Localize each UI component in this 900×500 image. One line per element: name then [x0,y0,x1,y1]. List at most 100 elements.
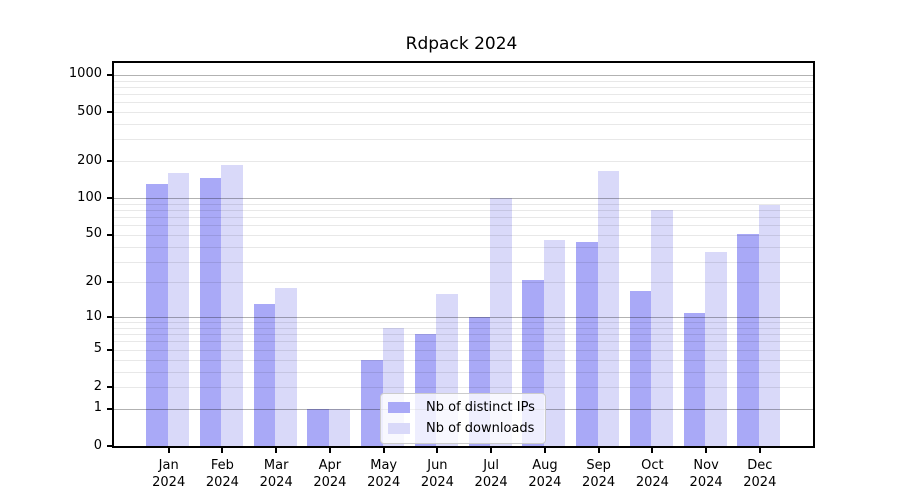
bar-downloads-nov [705,252,727,446]
bar-distinct-ips-feb [199,177,222,446]
legend: Nb of distinct IPs Nb of downloads [380,393,546,444]
x-tick-year: 2024 [743,475,777,490]
x-tick-year: 2024 [367,475,401,490]
x-tick-month: Jul [483,458,499,473]
bar-downloads-apr [328,408,351,446]
y-tick-label: 50 [85,226,102,242]
y-tick-mark [107,281,112,284]
x-tick-month: Jan [158,458,179,473]
x-tick-month: Jun [427,458,448,473]
y-tick-label: 200 [77,152,102,168]
legend-swatch-downloads [388,423,410,434]
x-tick-year: 2024 [420,475,454,490]
x-tick-mark [328,448,331,453]
plot-area: Nb of distinct IPs Nb of downloads 0 1 2 5 1… [69,61,815,490]
x-tick-mark [543,448,546,453]
bar-distinct-ips-apr [307,408,329,446]
x-tick-mark [167,448,170,453]
x-tick-label: Mar 2024 [246,457,306,491]
x-tick-mark [597,448,600,453]
y-tick-label: 500 [77,103,102,119]
bar-downloads-dec [758,205,781,446]
x-tick-label: Feb 2024 [192,457,252,491]
x-tick-month: Feb [210,458,234,473]
legend-label-distinct-ips: Nb of distinct IPs [426,400,535,415]
x-tick-year: 2024 [152,475,186,490]
x-tick-year: 2024 [313,475,347,490]
x-tick-month: Oct [641,458,664,473]
x-tick-mark [221,448,224,453]
bar-distinct-ips-may [361,359,383,446]
y-tick-mark [107,316,112,319]
bar-distinct-ips-dec [737,233,759,446]
bar-downloads-mar [275,287,297,446]
x-tick-month: May [370,458,398,473]
x-tick-month: Mar [263,458,289,473]
x-tick-label: Jul 2024 [461,457,521,491]
y-tick-mark [107,445,112,447]
bar-downloads-jul [490,198,512,446]
x-tick-year: 2024 [635,475,669,490]
y-tick-label: 2 [93,378,102,394]
x-tick-month: Apr [318,458,342,473]
x-tick-label: Aug 2024 [515,457,575,491]
x-tick-mark [275,448,278,453]
y-tick-label: 5 [93,341,102,357]
x-tick-month: Sep [586,458,611,473]
x-tick-label: Oct 2024 [622,457,682,491]
bar-downloads-aug [543,240,566,446]
bar-distinct-ips-nov [683,312,706,446]
y-tick-mark [107,111,112,113]
x-tick-label: May 2024 [354,457,414,491]
bar-distinct-ips-mar [253,304,276,446]
bar-downloads-oct [651,209,673,446]
x-tick-month: Aug [532,458,558,473]
y-tick-label: 20 [85,273,102,289]
bar-downloads-jan [167,173,190,446]
legend-swatch-distinct-ips [388,402,410,413]
legend-item-downloads: Nb of downloads [388,421,535,436]
y-tick-label: 10 [85,308,102,324]
bar-distinct-ips-sep [576,241,598,446]
y-tick-mark [107,197,112,199]
y-tick-mark [107,407,112,410]
y-tick-label: 0 [93,437,102,453]
x-tick-year: 2024 [474,475,508,490]
x-tick-label: Nov 2024 [676,457,736,491]
y-tick-mark [107,233,112,236]
y-tick-mark [107,73,112,76]
bar-downloads-feb [221,164,243,446]
y-tick-label: 1000 [68,66,102,82]
x-tick-mark [436,448,439,453]
x-tick-year: 2024 [689,475,723,490]
x-tick-label: Jun 2024 [407,457,467,491]
y-tick-label: 1 [93,400,102,416]
y-tick-mark [107,348,112,351]
x-tick-month: Nov [693,458,719,473]
bar-distinct-ips-oct [629,290,652,446]
x-tick-mark [382,448,385,453]
chart-title: Rdpack 2024 [405,34,518,54]
x-tick-label: Jan 2024 [139,457,199,491]
x-tick-year: 2024 [582,475,616,490]
x-tick-mark [758,448,761,453]
x-tick-year: 2024 [528,475,562,490]
y-tick-mark [107,386,112,388]
y-tick-label: 100 [77,189,102,205]
bars-layer [114,63,813,446]
bar-distinct-ips-jan [146,184,168,446]
x-tick-mark [705,448,708,453]
x-tick-year: 2024 [259,475,293,490]
x-tick-label: Sep 2024 [569,457,629,491]
legend-label-downloads: Nb of downloads [426,421,535,436]
x-tick-label: Dec 2024 [730,457,790,491]
legend-item-distinct-ips: Nb of distinct IPs [388,400,535,415]
x-tick-year: 2024 [205,475,239,490]
x-tick-label: Apr 2024 [300,457,360,491]
x-tick-month: Dec [747,458,773,473]
bar-downloads-sep [597,171,620,446]
x-tick-mark [490,448,493,453]
x-tick-mark [651,448,654,453]
y-tick-mark [107,160,112,163]
